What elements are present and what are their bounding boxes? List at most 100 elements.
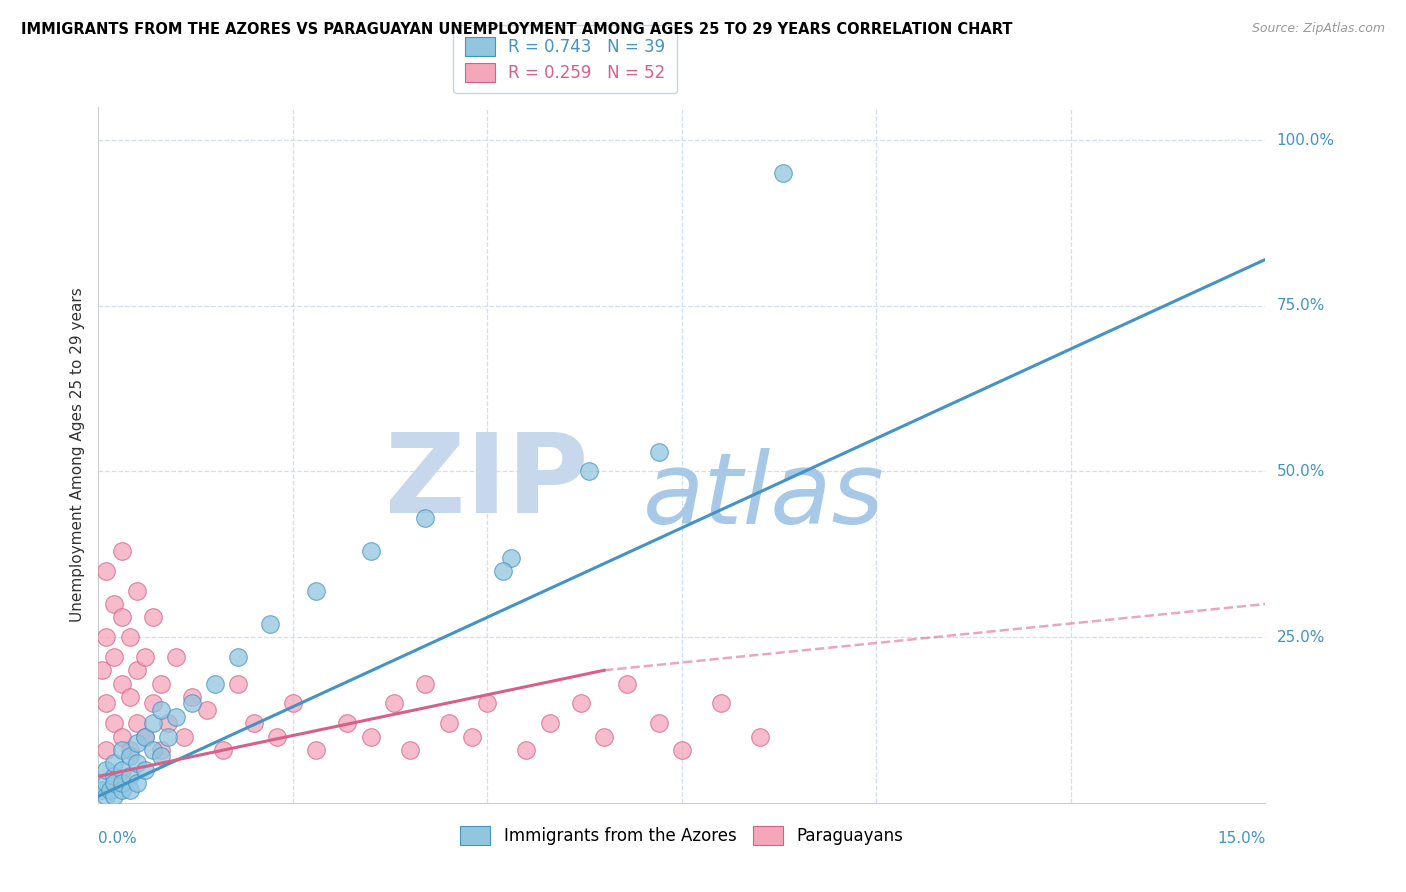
Point xyxy=(671,743,693,757)
Point xyxy=(515,743,537,757)
Point xyxy=(204,676,226,690)
Point xyxy=(111,544,134,558)
Point xyxy=(96,564,118,578)
Point xyxy=(748,730,770,744)
Point xyxy=(180,697,202,711)
Point xyxy=(103,776,125,790)
Point xyxy=(165,709,187,723)
Point xyxy=(281,697,304,711)
Point xyxy=(111,676,134,690)
Point xyxy=(305,743,328,757)
Point xyxy=(616,676,638,690)
Text: 50.0%: 50.0% xyxy=(1277,464,1324,479)
Point xyxy=(499,550,522,565)
Point xyxy=(118,749,141,764)
Point xyxy=(118,743,141,757)
Point xyxy=(413,676,436,690)
Point xyxy=(243,716,266,731)
Point xyxy=(127,736,149,750)
Point xyxy=(103,650,125,665)
Point xyxy=(91,782,114,797)
Point xyxy=(103,769,125,783)
Point xyxy=(336,716,359,731)
Point xyxy=(360,544,382,558)
Point xyxy=(710,697,733,711)
Point xyxy=(103,756,125,770)
Point xyxy=(96,743,118,757)
Point xyxy=(173,730,195,744)
Text: 100.0%: 100.0% xyxy=(1277,133,1334,148)
Point xyxy=(157,716,180,731)
Point xyxy=(647,444,669,458)
Point xyxy=(413,511,436,525)
Point xyxy=(398,743,420,757)
Point xyxy=(118,782,141,797)
Text: ZIP: ZIP xyxy=(385,429,589,536)
Point xyxy=(266,730,288,744)
Point xyxy=(142,610,165,624)
Point xyxy=(103,597,125,611)
Point xyxy=(157,730,180,744)
Point xyxy=(127,663,149,677)
Point xyxy=(259,616,281,631)
Point xyxy=(91,663,114,677)
Point xyxy=(111,730,134,744)
Point xyxy=(212,743,235,757)
Point xyxy=(118,630,141,644)
Point xyxy=(96,630,118,644)
Y-axis label: Unemployment Among Ages 25 to 29 years: Unemployment Among Ages 25 to 29 years xyxy=(69,287,84,623)
Point xyxy=(180,690,202,704)
Text: IMMIGRANTS FROM THE AZORES VS PARAGUAYAN UNEMPLOYMENT AMONG AGES 25 TO 29 YEARS : IMMIGRANTS FROM THE AZORES VS PARAGUAYAN… xyxy=(21,22,1012,37)
Point xyxy=(647,716,669,731)
Point xyxy=(111,782,134,797)
Point xyxy=(103,789,125,804)
Point xyxy=(134,730,156,744)
Point xyxy=(382,697,405,711)
Point xyxy=(165,650,187,665)
Legend: Immigrants from the Azores, Paraguayans: Immigrants from the Azores, Paraguayans xyxy=(449,814,915,857)
Point xyxy=(772,166,794,180)
Point xyxy=(127,776,149,790)
Point xyxy=(118,690,141,704)
Point xyxy=(593,730,616,744)
Point xyxy=(305,583,328,598)
Point xyxy=(142,697,165,711)
Point xyxy=(111,776,134,790)
Point xyxy=(142,743,165,757)
Point xyxy=(492,564,515,578)
Point xyxy=(149,676,172,690)
Point xyxy=(228,650,250,665)
Point xyxy=(134,730,156,744)
Point xyxy=(127,716,149,731)
Point xyxy=(477,697,499,711)
Point xyxy=(127,756,149,770)
Point xyxy=(96,776,118,790)
Point xyxy=(103,716,125,731)
Point xyxy=(142,716,165,731)
Text: 25.0%: 25.0% xyxy=(1277,630,1324,645)
Point xyxy=(98,782,121,797)
Point xyxy=(111,610,134,624)
Point xyxy=(96,789,118,804)
Point xyxy=(149,749,172,764)
Point xyxy=(461,730,484,744)
Point xyxy=(111,763,134,777)
Point xyxy=(134,650,156,665)
Point xyxy=(149,743,172,757)
Point xyxy=(149,703,172,717)
Point xyxy=(96,697,118,711)
Point xyxy=(569,697,592,711)
Point xyxy=(127,583,149,598)
Point xyxy=(118,769,141,783)
Point xyxy=(437,716,460,731)
Text: atlas: atlas xyxy=(643,448,884,545)
Point xyxy=(578,465,600,479)
Point xyxy=(360,730,382,744)
Point xyxy=(195,703,218,717)
Text: 15.0%: 15.0% xyxy=(1218,830,1265,846)
Text: 0.0%: 0.0% xyxy=(98,830,138,846)
Point xyxy=(538,716,561,731)
Point xyxy=(134,763,156,777)
Point xyxy=(228,676,250,690)
Text: Source: ZipAtlas.com: Source: ZipAtlas.com xyxy=(1251,22,1385,36)
